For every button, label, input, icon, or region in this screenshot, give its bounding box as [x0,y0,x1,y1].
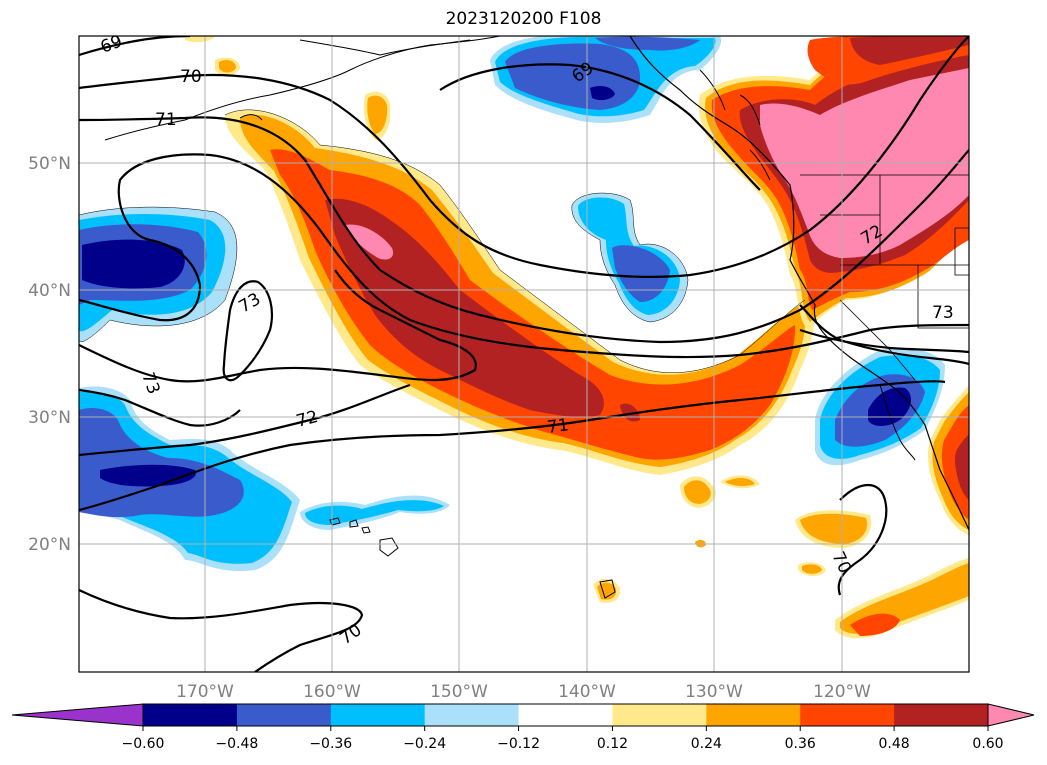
colorbar-swatch [424,704,520,726]
colorbar-tick-label: −0.12 [497,736,540,752]
lon-label: 140°W [558,682,616,702]
anomaly-fill [79,36,969,672]
contour-label: 73 [932,303,954,323]
colorbar-swatch [894,704,989,726]
colorbar-swatch [330,704,426,726]
colorbar-swatch [143,704,238,726]
lon-label: 120°W [813,682,871,702]
lat-label: 50°N [28,154,71,174]
colorbar-swatch [800,704,895,726]
anomaly-outlines [79,109,806,373]
colorbar-tick-label: −0.36 [309,736,352,752]
contour-label: 71 [546,415,570,438]
colorbar-tick-label: −0.24 [403,736,446,752]
colorbar-tick-label: −0.60 [122,736,165,752]
hawaii-islands [329,517,399,557]
colorbar-tick-label: −0.48 [215,736,258,752]
colorbar-tick-label: 0.12 [597,736,628,752]
colorbar-tick-label: 0.24 [691,736,722,752]
lon-label: 130°W [685,682,743,702]
coastline-north-america [629,36,969,531]
colorbar-tick-label: 0.36 [785,736,816,752]
colorbar-swatch [236,704,332,726]
lat-label: 20°N [28,535,71,555]
lon-label: 160°W [303,682,361,702]
colorbar-outline [142,703,989,727]
lon-label: 150°W [430,682,488,702]
map-frame [78,35,970,673]
lon-label: 170°W [176,682,234,702]
coastline-alaska [104,36,501,141]
colorbar-swatch [612,704,707,726]
colorbar-tick-label: 0.48 [879,736,910,752]
colorbar-extend-low [11,703,144,727]
colorbar-swatch [706,704,801,726]
colorbar-swatch [518,704,613,726]
contour-lines [79,36,969,672]
lat-label: 40°N [28,281,71,301]
colorbar-extend-high [987,703,1035,727]
lat-label: 30°N [28,408,71,428]
contour-label: 71 [155,110,177,130]
boundary-lines [800,174,969,381]
contour-label: 70 [180,67,202,87]
map-title: 2023120200 F108 [445,9,602,29]
colorbar: −0.60 −0.48 −0.36 −0.24 −0.12 0.12 0.24 0.36 0.4… [11,703,1035,752]
colorbar-tick-label: 0.60 [972,736,1003,752]
gridlines [79,36,969,672]
